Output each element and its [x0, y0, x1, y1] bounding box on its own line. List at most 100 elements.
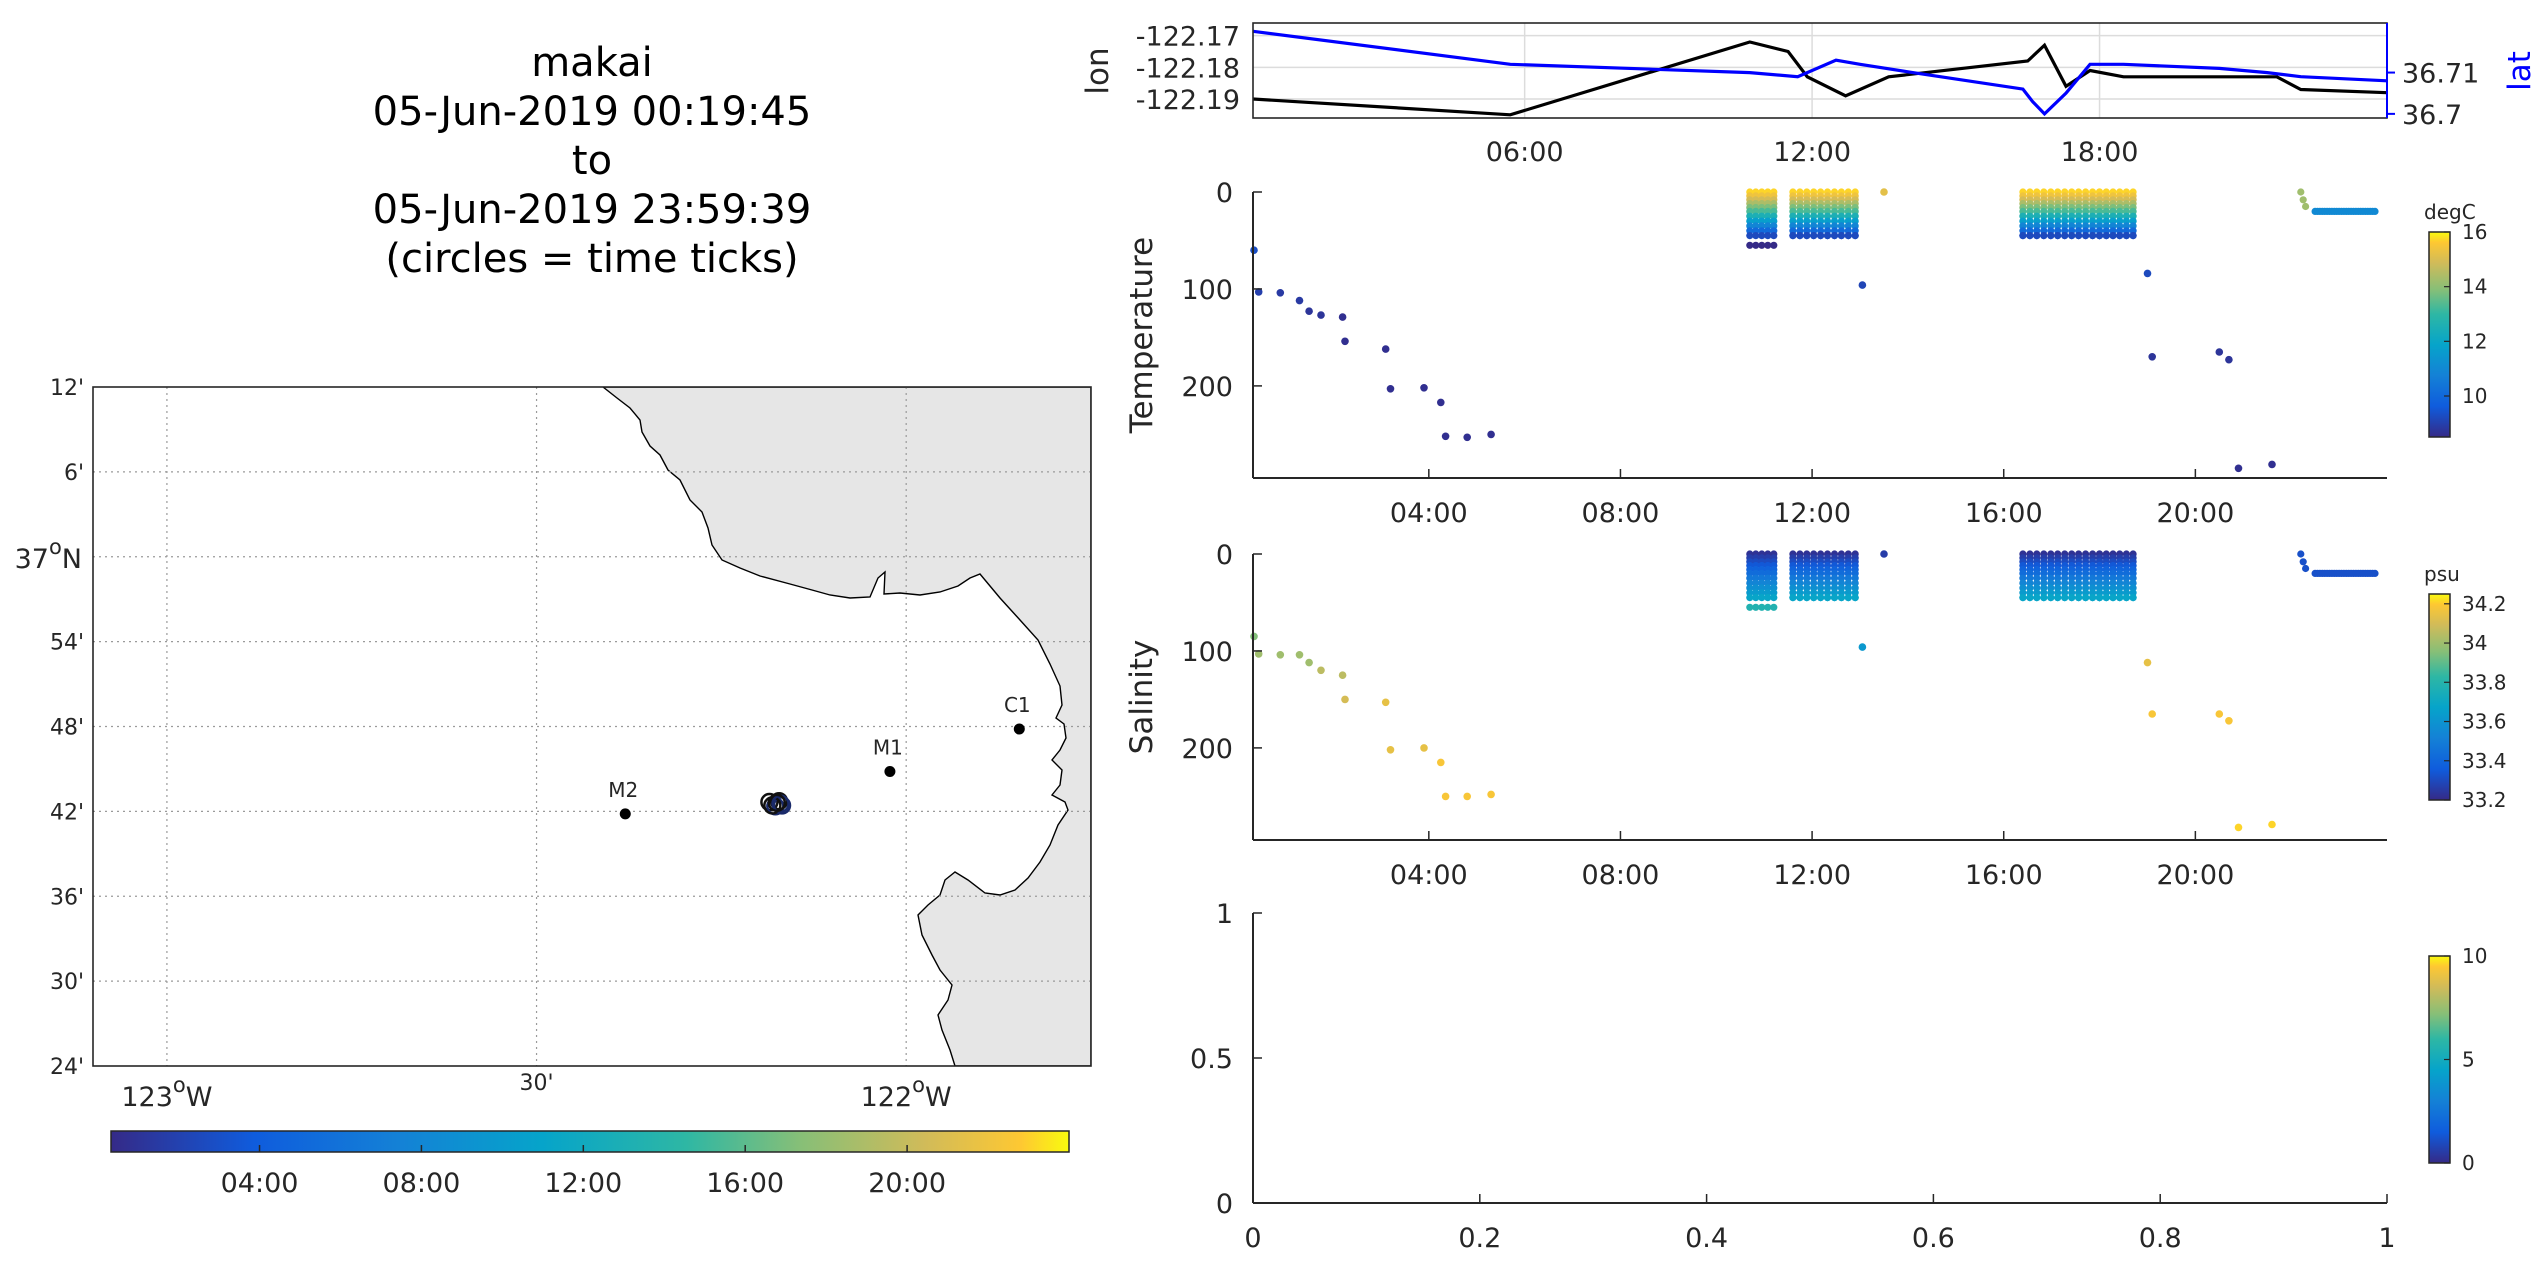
data-point	[1823, 232, 1832, 240]
data-point	[2129, 594, 2137, 602]
colorbar-tick-label: 33.4	[2462, 749, 2507, 773]
data-point	[2075, 594, 2083, 602]
colorbar-tick-label: 34.2	[2462, 592, 2507, 616]
title-block: makai 05-Jun-2019 00:19:45 to 05-Jun-201…	[373, 40, 812, 282]
x-tick-label: 08:00	[1582, 498, 1660, 529]
map-y-tick-label: 37oN	[15, 535, 82, 575]
data-point	[2068, 232, 2076, 240]
x-tick-label: 12:00	[1773, 860, 1851, 891]
data-point	[2371, 569, 2379, 578]
data-point	[1381, 698, 1390, 707]
x-tick-label: 0.6	[1912, 1223, 1955, 1254]
map-panel: 123oW 30' 122oW 12' 6' 37oN 54' 48' 42' 36' 30' 24'…	[15, 376, 1092, 1113]
data-point	[2026, 232, 2034, 240]
map-x-tick-label: 123oW	[121, 1073, 212, 1113]
data-point	[2033, 232, 2041, 240]
map-y-tick-label: 24'	[50, 1055, 84, 1080]
lon-y-tick-label: -122.17	[1136, 22, 1240, 53]
map-x-tick-label: 30'	[520, 1071, 554, 1096]
colorbar-tick-label: 10	[2462, 384, 2487, 408]
data-point	[2089, 232, 2097, 240]
colorbar-tick-label: 33.2	[2462, 788, 2507, 812]
data-point	[1420, 384, 1428, 392]
map-y-tick-label: 6'	[64, 461, 84, 486]
lon-series-line	[1252, 40, 2388, 117]
data-point	[1441, 432, 1450, 441]
data-point	[1752, 594, 1760, 602]
colorbar-tick-label: 12	[2462, 329, 2487, 353]
data-point	[2102, 232, 2110, 240]
map-y-tick-label: 42'	[50, 800, 84, 825]
data-point	[2302, 202, 2310, 211]
map-frame	[92, 386, 1092, 1067]
salinity-tick-labels: 04:00 08:00 12:00 16:00 20:00 0 100 200	[1181, 540, 2234, 891]
temperature-tick-labels: 04:00 08:00 12:00 16:00 20:00 0 100 200	[1181, 178, 2234, 529]
data-point	[1317, 666, 1325, 675]
data-point	[1796, 594, 1804, 602]
y-tick-label: 100	[1181, 637, 1233, 668]
x-tick-label: 1	[2378, 1223, 2395, 1254]
data-point	[1276, 651, 1285, 659]
y-tick-label: 200	[1181, 372, 1233, 403]
data-point	[2095, 594, 2104, 602]
map-grid	[93, 387, 1091, 1066]
data-point	[2122, 594, 2130, 602]
data-point	[2109, 594, 2117, 602]
data-point	[2102, 594, 2110, 602]
data-point	[1851, 232, 1859, 240]
data-point	[1880, 188, 1888, 196]
x-tick-label: 0	[1244, 1223, 1261, 1254]
lon-lat-grid	[1253, 23, 2387, 118]
data-point	[2297, 550, 2305, 558]
data-point	[1487, 430, 1495, 439]
lon-lat-tick-labels: 06:00 12:00 18:00 -122.17-122.18-122.19 36.7…	[1136, 22, 2480, 168]
colorbar-tick-label: 34	[2462, 631, 2487, 655]
lon-axis-label: lon	[1080, 47, 1116, 94]
empty-colorbar-ticks: 0 5 10	[2444, 944, 2487, 1175]
title-line-4: 05-Jun-2019 23:59:39	[373, 187, 812, 233]
data-point	[2148, 710, 2156, 718]
data-point	[2082, 594, 2090, 602]
data-point	[1463, 433, 1471, 442]
data-point	[1789, 232, 1797, 240]
data-point	[2040, 232, 2048, 240]
data-point	[2047, 232, 2055, 240]
data-point	[1420, 744, 1428, 752]
temperature-colorbar	[2428, 231, 2451, 438]
lon-lat-x-tick-label: 12:00	[1773, 137, 1851, 168]
data-point	[1758, 594, 1766, 602]
colorbar-tick-label: 0	[2462, 1151, 2475, 1175]
lon-lat-panel: 06:00 12:00 18:00 -122.17-122.18-122.19 36.7…	[1080, 22, 2538, 168]
data-point	[1463, 792, 1471, 801]
data-point	[1858, 643, 1867, 651]
data-point	[2129, 232, 2137, 240]
data-point	[1837, 232, 1845, 240]
lat-series-line	[1252, 29, 2388, 117]
data-point	[2225, 355, 2233, 364]
data-point	[1746, 603, 1754, 611]
data-point	[1844, 232, 1852, 240]
data-point	[1830, 232, 1839, 240]
colorbar-tick-label: 33.6	[2462, 710, 2507, 734]
map-stations: M2 M1 C1	[608, 693, 1031, 820]
time-colorbar-tick-label: 08:00	[383, 1168, 461, 1199]
data-point	[1317, 311, 1325, 319]
y-tick-label: 1	[1216, 899, 1233, 930]
data-point	[1746, 241, 1754, 249]
data-point	[1789, 594, 1797, 602]
data-point	[1764, 232, 1772, 240]
empty-tick-labels: 0 0.2 0.4 0.6 0.8 1 0 0.5 1	[1190, 899, 2396, 1254]
x-tick-label: 08:00	[1582, 860, 1660, 891]
x-tick-label: 16:00	[1965, 860, 2043, 891]
data-point	[1746, 232, 1754, 240]
data-point	[1858, 281, 1867, 289]
map-y-tick-label: 30'	[50, 970, 84, 995]
station-marker	[1013, 723, 1025, 735]
x-tick-label: 0.4	[1685, 1223, 1728, 1254]
map-y-tick-label: 48'	[50, 716, 84, 741]
data-point	[1796, 232, 1804, 240]
data-point	[1817, 594, 1825, 602]
data-point	[1752, 232, 1760, 240]
colorbar-tick-label: 33.8	[2462, 670, 2507, 694]
